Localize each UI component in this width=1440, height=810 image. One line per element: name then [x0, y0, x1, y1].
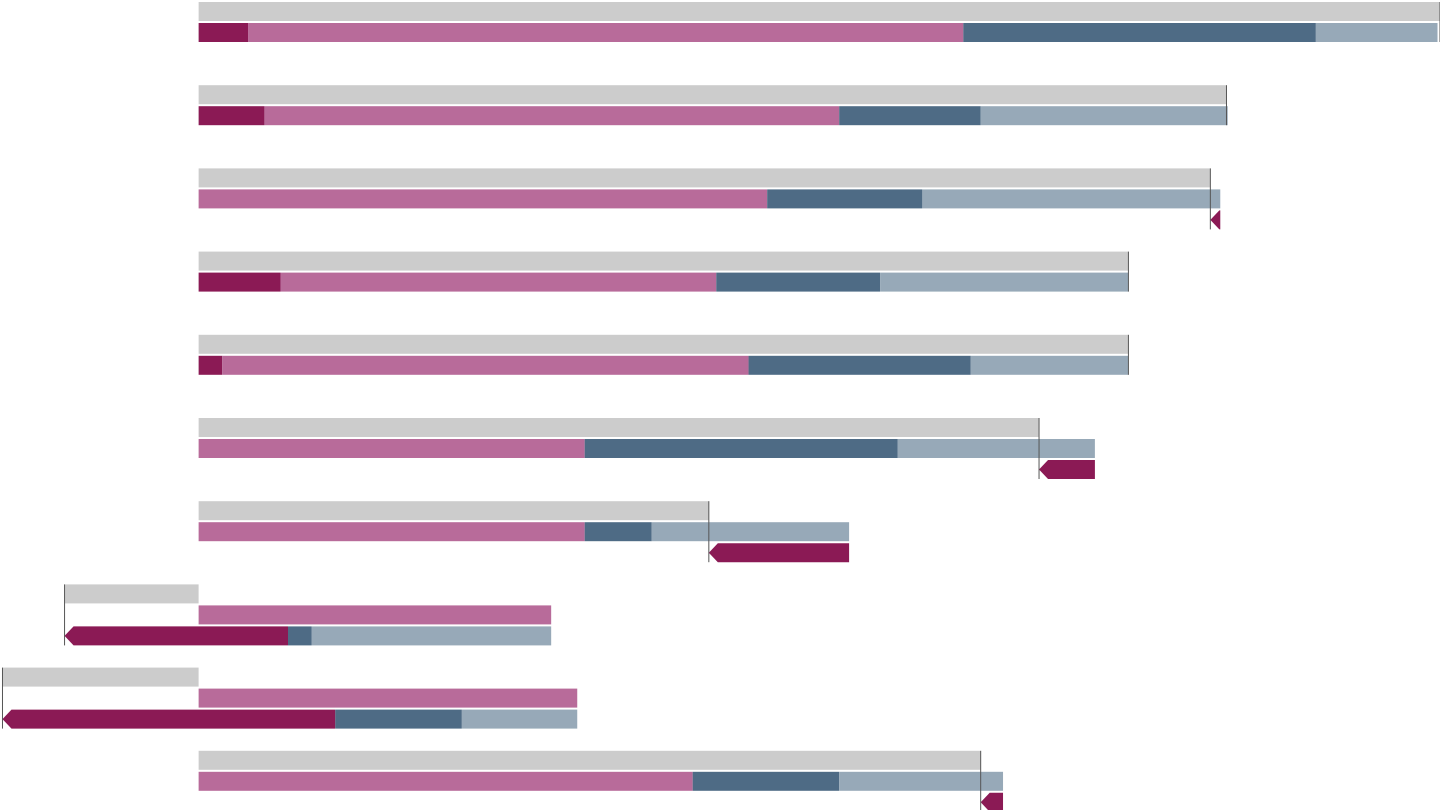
reference-bar	[198, 85, 1227, 105]
segment	[280, 272, 717, 292]
segment	[264, 106, 840, 126]
segment	[198, 189, 768, 209]
segment	[839, 106, 981, 126]
segment	[716, 272, 881, 292]
segment	[980, 106, 1228, 126]
segment	[198, 439, 585, 458]
segment	[922, 189, 1221, 209]
segment	[1315, 23, 1438, 42]
shortfall-arrow	[1210, 210, 1221, 230]
reference-bar	[198, 334, 1129, 354]
segment	[584, 439, 898, 458]
segment	[651, 522, 850, 542]
shortfall-arrow	[1039, 460, 1095, 479]
segment	[222, 355, 749, 375]
segment	[335, 709, 462, 729]
segment	[963, 23, 1316, 42]
reference-bar	[198, 418, 1040, 437]
reference-bar	[198, 2, 1440, 21]
segment	[288, 626, 312, 646]
segment	[198, 771, 693, 791]
segment	[311, 626, 552, 646]
reference-bar	[2, 667, 199, 687]
segment	[897, 439, 1095, 458]
segment	[584, 522, 652, 542]
segment	[198, 272, 281, 292]
shortfall-arrow	[708, 543, 850, 563]
segment	[748, 355, 971, 375]
shortfall-arrow	[980, 792, 1004, 810]
shortfall-arrow	[64, 626, 288, 646]
segment	[198, 522, 585, 542]
segment	[692, 771, 840, 791]
reference-bar	[198, 251, 1129, 271]
reference-bar	[198, 168, 1211, 188]
segment	[461, 709, 578, 729]
segment	[839, 771, 1004, 791]
reference-bar	[198, 501, 709, 521]
segment	[248, 23, 964, 42]
reference-bar	[64, 584, 199, 604]
segment	[198, 106, 265, 126]
shortfall-arrow	[2, 709, 336, 729]
segment	[767, 189, 923, 209]
segment	[970, 355, 1129, 375]
segment	[198, 355, 223, 375]
segment	[880, 272, 1129, 292]
segment	[198, 23, 249, 42]
segment	[198, 605, 552, 625]
reference-bar	[198, 750, 981, 770]
segment	[198, 688, 578, 708]
